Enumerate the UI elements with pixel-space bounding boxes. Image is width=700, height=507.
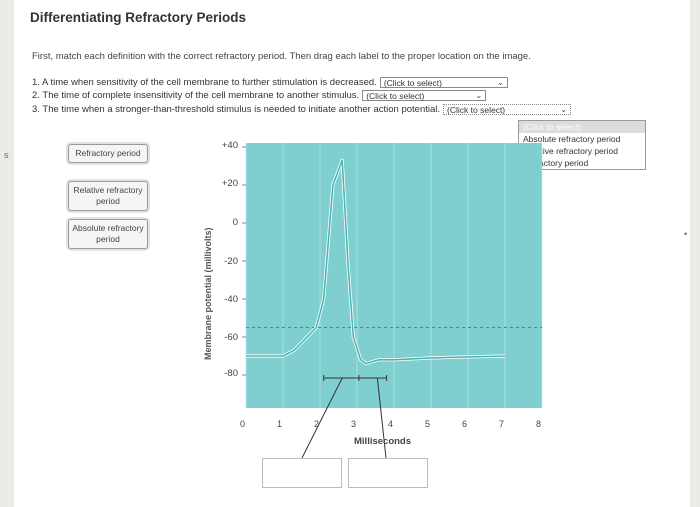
question-2-select[interactable]: (Click to select) ⌄ [362, 90, 487, 101]
dropdown-option-absolute[interactable]: Absolute refractory period [523, 134, 621, 144]
chevron-down-icon: ⌄ [560, 105, 568, 114]
dropdown-list: (Click to select) Absolute refractory pe… [518, 120, 646, 170]
question-card: Differentiating Refractory Periods First… [14, 0, 690, 507]
y-tick: +20 [221, 178, 238, 189]
drag-label-relative-refractory-period[interactable]: Relative refractory period [68, 181, 148, 211]
y-tick: -60 [224, 332, 238, 343]
question-3-text: 3. The time when a stronger-than-thresho… [32, 104, 441, 115]
x-tick: 8 [536, 419, 542, 429]
x-tick: 4 [388, 419, 394, 429]
drop-target-1[interactable] [262, 458, 342, 488]
chevron-down-icon: ⌄ [475, 91, 483, 100]
y-tick: -40 [224, 294, 238, 305]
question-3-select-value: (Click to select) [447, 104, 506, 115]
side-dot-icon: • [684, 229, 688, 239]
dropdown-option-refractory[interactable]: Refractory period [523, 158, 589, 168]
question-2-select-value: (Click to select) [366, 90, 425, 101]
side-mark: s [4, 150, 9, 160]
question-1-text: 1. A time when sensitivity of the cell m… [32, 77, 377, 88]
question-1-select-value: (Click to select) [383, 77, 442, 88]
bracket-relative [358, 375, 388, 381]
x-tick: 3 [351, 419, 357, 429]
question-1: 1. A time when sensitivity of the cell m… [32, 77, 508, 88]
y-tick: 0 [232, 217, 238, 228]
x-axis-label: Milliseconds [354, 436, 412, 447]
x-tick: 0 [240, 419, 246, 429]
drag-label-absolute-refractory-period[interactable]: Absolute refractory period [68, 219, 148, 249]
action-potential-chart [242, 143, 543, 459]
instructions: First, match each definition with the co… [32, 51, 531, 62]
action-potential-line [246, 159, 506, 365]
question-1-select[interactable]: (Click to select) ⌄ [379, 77, 508, 88]
dropdown-option-relative[interactable]: Relative refractory period [523, 146, 618, 156]
leader-line-2 [376, 377, 387, 459]
x-tick: 7 [499, 419, 505, 429]
chevron-down-icon: ⌄ [497, 78, 504, 87]
page-title: Differentiating Refractory Periods [30, 10, 247, 25]
question-3-select[interactable]: (Click to select) ⌄ [443, 104, 572, 115]
drop-target-2[interactable] [348, 458, 428, 488]
y-tick: -20 [224, 256, 238, 267]
question-2: 2. The time of complete insensitivity of… [32, 90, 487, 101]
x-tick: 6 [462, 419, 468, 429]
dropdown-option-placeholder[interactable]: (Click to select) [519, 121, 645, 133]
y-tick: +40 [221, 140, 238, 151]
question-2-text: 2. The time of complete insensitivity of… [32, 90, 360, 101]
drag-label-refractory-period[interactable]: Refractory period [68, 144, 148, 163]
x-tick: 1 [277, 419, 283, 429]
y-tick: -80 [224, 368, 238, 379]
x-tick: 2 [314, 419, 320, 429]
x-tick: 5 [425, 419, 431, 429]
question-3: 3. The time when a stronger-than-thresho… [32, 104, 572, 115]
leader-line-1 [301, 377, 343, 459]
